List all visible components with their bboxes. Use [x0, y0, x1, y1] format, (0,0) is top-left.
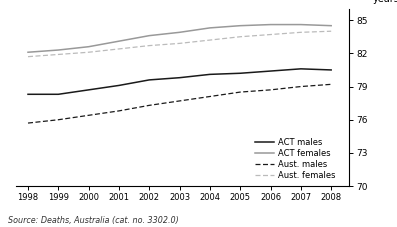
Y-axis label: years: years — [373, 0, 397, 4]
ACT males — [299, 67, 303, 70]
Aust. females — [299, 31, 303, 34]
ACT females — [177, 31, 182, 34]
Aust. males — [238, 91, 243, 94]
ACT females — [26, 51, 31, 54]
Aust. females — [26, 55, 31, 58]
ACT males — [26, 93, 31, 96]
Aust. males — [86, 114, 91, 117]
ACT males — [147, 79, 152, 81]
ACT females — [56, 49, 61, 51]
ACT males — [268, 70, 273, 72]
Aust. females — [147, 44, 152, 47]
ACT females — [86, 45, 91, 48]
Aust. males — [299, 85, 303, 88]
Legend: ACT males, ACT females, Aust. males, Aust. females: ACT males, ACT females, Aust. males, Aus… — [255, 138, 335, 180]
Aust. females — [208, 39, 212, 42]
Line: ACT females: ACT females — [28, 25, 331, 52]
Aust. females — [329, 30, 333, 32]
Aust. females — [268, 33, 273, 36]
ACT males — [208, 73, 212, 76]
Aust. males — [147, 104, 152, 107]
Aust. females — [177, 42, 182, 45]
ACT males — [238, 72, 243, 75]
Aust. males — [117, 109, 121, 112]
ACT females — [147, 34, 152, 37]
Text: Source: Deaths, Australia (cat. no. 3302.0): Source: Deaths, Australia (cat. no. 3302… — [8, 216, 179, 225]
ACT males — [86, 89, 91, 91]
Line: ACT males: ACT males — [28, 69, 331, 94]
Line: Aust. males: Aust. males — [28, 84, 331, 123]
Aust. males — [268, 89, 273, 91]
Aust. males — [26, 122, 31, 124]
ACT females — [238, 24, 243, 27]
ACT males — [329, 69, 333, 71]
Aust. males — [329, 83, 333, 86]
Aust. females — [86, 51, 91, 54]
ACT females — [208, 27, 212, 29]
Aust. females — [56, 53, 61, 56]
ACT females — [329, 24, 333, 27]
ACT females — [117, 40, 121, 42]
ACT males — [56, 93, 61, 96]
Aust. males — [208, 95, 212, 98]
Line: Aust. females: Aust. females — [28, 31, 331, 57]
ACT females — [299, 23, 303, 26]
Aust. females — [117, 47, 121, 50]
ACT males — [117, 84, 121, 87]
Aust. males — [56, 118, 61, 121]
Aust. females — [238, 35, 243, 38]
Aust. males — [177, 100, 182, 102]
ACT males — [177, 76, 182, 79]
ACT females — [268, 23, 273, 26]
